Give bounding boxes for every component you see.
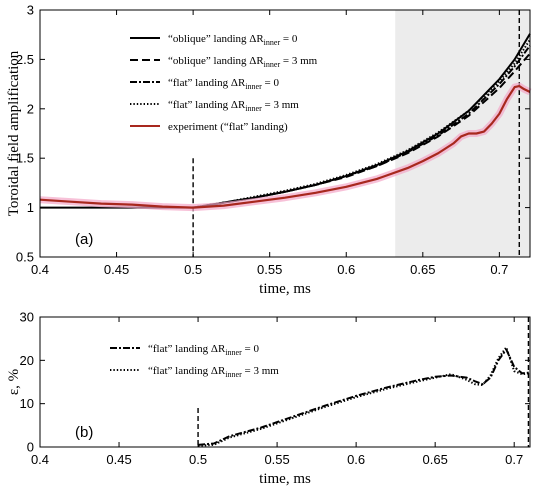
a-panel-label: (a): [75, 231, 93, 248]
series-line-3: [192, 39, 531, 209]
x-tick-label: 0.55: [257, 262, 282, 277]
legend-label: “flat” landing ΔRinner = 0: [168, 77, 279, 91]
x-tick-label: 0.65: [410, 262, 435, 277]
b-y-axis-label: ε, %: [6, 369, 22, 395]
y-tick-label: 10: [20, 396, 34, 411]
y-tick-label: 0.5: [16, 250, 34, 265]
x-tick-label: 0.45: [106, 452, 131, 467]
x-tick-label: 0.4: [31, 452, 49, 467]
a-x-axis-label: time, ms: [259, 281, 311, 297]
x-tick-label: 0.6: [347, 452, 365, 467]
y-tick-label: 2.5: [16, 52, 34, 67]
series-line-4: [39, 84, 531, 209]
panel-a: 0.4 0.45 0.5 0.55 0.6 0.65 0.7 0.5 1 1.5 2 2.5 3 “ob…: [6, 3, 532, 297]
panel-b: 0.4 0.45 0.5 0.55 0.6 0.65 0.7 0 10 20 30 “flat” l…: [6, 310, 531, 487]
legend-label: “flat” landing ΔRinner = 3 mm: [148, 365, 279, 379]
a-series-group: [39, 33, 532, 212]
y-tick-label: 1: [27, 200, 34, 215]
x-tick-label: 0.7: [490, 262, 508, 277]
a-legend: “oblique” landing ΔRinner = 0 “oblique” l…: [130, 33, 318, 133]
y-tick-label: 20: [20, 353, 34, 368]
x-tick-label: 0.45: [104, 262, 129, 277]
b-x-axis-label: time, ms: [259, 471, 311, 487]
legend-label: experiment (“flat” landing): [168, 121, 288, 133]
x-tick-label: 0.4: [31, 262, 49, 277]
legend-label: “flat” landing ΔRinner = 0: [148, 343, 259, 357]
y-tick-label: 2: [27, 101, 34, 116]
b-axes-frame: [39, 316, 531, 448]
x-tick-label: 0.7: [505, 452, 523, 467]
series-line-0: [197, 348, 531, 446]
b-ticks: 0.4 0.45 0.5 0.55 0.6 0.65 0.7 0 10 20 30: [20, 310, 530, 467]
y-tick-label: 3: [27, 3, 34, 18]
y-tick-label: 1.5: [16, 151, 34, 166]
b-legend: “flat” landing ΔRinner = 0 “flat” landing…: [110, 343, 279, 379]
a-ticks: 0.4 0.45 0.5 0.55 0.6 0.65 0.7 0.5 1 1.5 2 2.5 3: [16, 3, 530, 277]
x-tick-label: 0.55: [264, 452, 289, 467]
x-tick-label: 0.5: [184, 262, 202, 277]
y-tick-label: 30: [20, 310, 34, 325]
x-tick-label: 0.65: [423, 452, 448, 467]
b-vertical-markers: [197, 317, 530, 447]
x-tick-label: 0.6: [337, 262, 355, 277]
b-panel-label: (b): [75, 424, 93, 441]
legend-label: “flat” landing ΔRinner = 3 mm: [168, 99, 299, 113]
x-tick-label: 0.5: [189, 452, 207, 467]
b-series-group: [197, 346, 531, 447]
series-line-1: [198, 346, 531, 447]
legend-label: “oblique” landing ΔRinner = 3 mm: [168, 55, 318, 69]
y-tick-label: 0: [27, 440, 34, 455]
a-axes-frame: [39, 9, 531, 258]
a-y-axis-label: Toroidal field amplification: [6, 50, 22, 216]
legend-label: “oblique” landing ΔRinner = 0: [168, 33, 298, 47]
